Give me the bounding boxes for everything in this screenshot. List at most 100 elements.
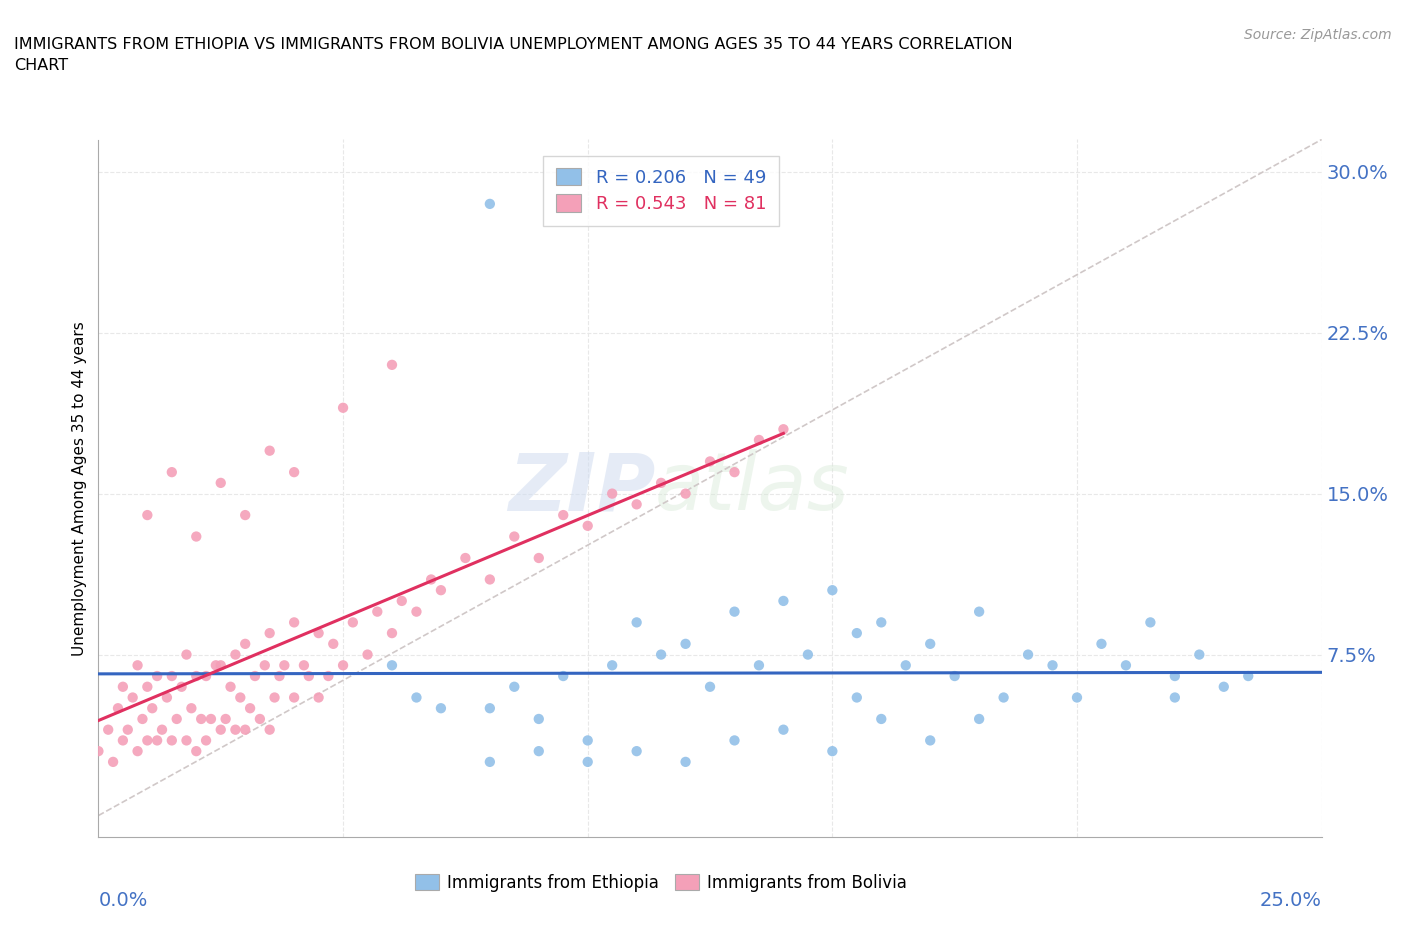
Point [186, 744, 208, 759]
Point [111, 733, 134, 748]
Point [332, 658, 354, 672]
Point [381, 658, 404, 672]
Text: 0.0%: 0.0% [98, 891, 148, 910]
Y-axis label: Unemployment Among Ages 35 to 44 years: Unemployment Among Ages 35 to 44 years [72, 321, 87, 656]
Point [1066, 690, 1088, 705]
Point [478, 754, 501, 769]
Point [283, 615, 305, 630]
Point [650, 647, 672, 662]
Point [160, 733, 183, 748]
Point [503, 529, 526, 544]
Point [283, 690, 305, 705]
Point [121, 690, 143, 705]
Point [308, 626, 330, 641]
Point [233, 508, 256, 523]
Point [190, 711, 212, 726]
Point [381, 626, 404, 641]
Point [478, 701, 501, 716]
Point [243, 669, 266, 684]
Point [503, 679, 526, 694]
Point [576, 754, 599, 769]
Point [107, 701, 129, 716]
Point [478, 196, 501, 211]
Point [117, 723, 139, 737]
Text: Source: ZipAtlas.com: Source: ZipAtlas.com [1244, 28, 1392, 42]
Text: atlas: atlas [655, 449, 849, 527]
Point [675, 754, 697, 769]
Point [943, 669, 966, 684]
Point [239, 701, 262, 716]
Point [527, 744, 550, 759]
Point [150, 723, 173, 737]
Point [772, 422, 794, 437]
Point [97, 723, 120, 737]
Point [356, 647, 378, 662]
Point [967, 604, 990, 619]
Point [821, 583, 844, 598]
Point [553, 508, 575, 523]
Point [967, 711, 990, 726]
Point [723, 604, 745, 619]
Point [1212, 679, 1234, 694]
Point [332, 400, 354, 415]
Point [405, 690, 427, 705]
Point [259, 626, 281, 641]
Point [259, 444, 281, 458]
Point [920, 636, 942, 651]
Text: IMMIGRANTS FROM ETHIOPIA VS IMMIGRANTS FROM BOLIVIA UNEMPLOYMENT AMONG AGES 35 T: IMMIGRANTS FROM ETHIOPIA VS IMMIGRANTS F… [14, 37, 1012, 73]
Point [797, 647, 820, 662]
Point [263, 690, 285, 705]
Point [993, 690, 1015, 705]
Point [253, 658, 276, 672]
Point [527, 711, 550, 726]
Point [626, 615, 648, 630]
Point [1139, 615, 1161, 630]
Point [101, 754, 124, 769]
Point [772, 723, 794, 737]
Point [723, 733, 745, 748]
Point [626, 497, 648, 512]
Point [821, 744, 844, 759]
Point [723, 465, 745, 480]
Point [675, 636, 697, 651]
Point [259, 723, 281, 737]
Text: ZIP: ZIP [508, 449, 655, 527]
Point [748, 658, 770, 672]
Point [1090, 636, 1112, 651]
Point [920, 733, 942, 748]
Point [127, 744, 149, 759]
Point [381, 357, 404, 372]
Point [195, 733, 218, 748]
Point [699, 679, 721, 694]
Point [650, 475, 672, 490]
Text: 25.0%: 25.0% [1260, 891, 1322, 910]
Point [195, 669, 218, 684]
Point [420, 572, 443, 587]
Point [298, 669, 321, 684]
Point [146, 669, 169, 684]
Point [772, 593, 794, 608]
Point [748, 432, 770, 447]
Point [166, 711, 188, 726]
Point [283, 465, 305, 480]
Point [273, 658, 295, 672]
Point [170, 679, 193, 694]
Point [870, 615, 893, 630]
Point [136, 508, 159, 523]
Point [1017, 647, 1039, 662]
Point [454, 551, 477, 565]
Point [146, 733, 169, 748]
Point [205, 658, 228, 672]
Point [318, 669, 340, 684]
Point [1237, 669, 1260, 684]
Point [366, 604, 388, 619]
Point [156, 690, 179, 705]
Point [1164, 690, 1187, 705]
Point [200, 711, 222, 726]
Point [1164, 669, 1187, 684]
Point [131, 711, 153, 726]
Point [209, 475, 232, 490]
Point [136, 679, 159, 694]
Point [209, 723, 232, 737]
Point [219, 679, 242, 694]
